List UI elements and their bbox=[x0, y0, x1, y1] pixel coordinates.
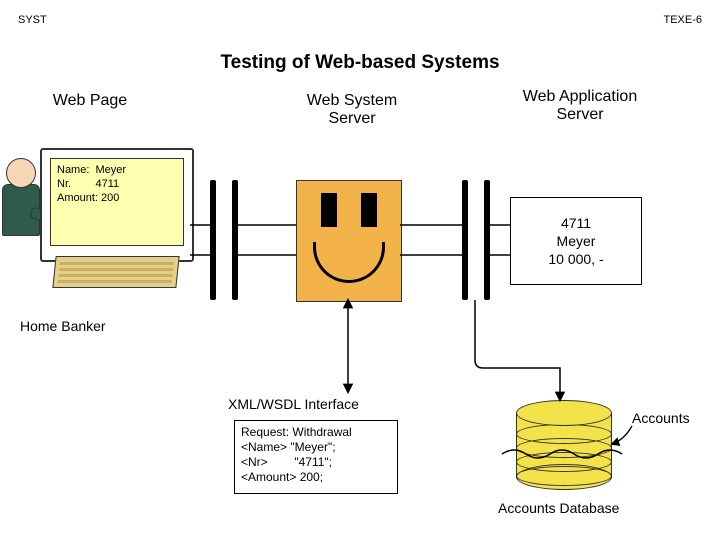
page-title: Testing of Web-based Systems bbox=[0, 52, 720, 74]
bus-bar bbox=[232, 180, 238, 300]
screen-line3: Amount: 200 bbox=[57, 192, 119, 204]
smiley-eye bbox=[321, 193, 337, 227]
request-box: Request: Withdrawal <Name> "Meyer"; <Nr>… bbox=[234, 420, 398, 494]
header-left: SYST bbox=[18, 14, 47, 26]
web-system-server-box bbox=[296, 180, 402, 302]
monitor: Name: Meyer Nr. 4711 Amount: 200 bbox=[40, 148, 194, 262]
label-web-page: Web Page bbox=[30, 92, 150, 110]
bus-bar bbox=[484, 180, 490, 300]
database-cylinder bbox=[516, 400, 612, 490]
header-right: TEXE-6 bbox=[663, 14, 702, 26]
bus-bar bbox=[462, 180, 468, 300]
app-server-data: 4711 Meyer 10 000, - bbox=[510, 197, 642, 285]
label-home-banker: Home Banker bbox=[20, 318, 106, 334]
person-head bbox=[6, 158, 36, 188]
screen-text: Name: Meyer Nr. 4711 Amount: 200 bbox=[57, 163, 126, 205]
smiley-smile bbox=[313, 242, 385, 283]
label-web-app-server: Web Application Server bbox=[490, 88, 670, 124]
screen-line1: Name: Meyer bbox=[57, 164, 126, 176]
monitor-screen: Name: Meyer Nr. 4711 Amount: 200 bbox=[50, 158, 184, 246]
label-web-system-server: Web System Server bbox=[272, 92, 432, 128]
keyboard bbox=[52, 256, 179, 288]
bus-bar bbox=[210, 180, 216, 300]
screen-line2: Nr. 4711 bbox=[57, 178, 119, 190]
smiley-eye bbox=[361, 193, 377, 227]
label-interface: XML/WSDL Interface bbox=[228, 396, 359, 412]
label-accounts-db: Accounts Database bbox=[498, 500, 619, 516]
label-accounts: Accounts bbox=[632, 410, 690, 426]
diagram-canvas: SYST TEXE-6 Testing of Web-based Systems… bbox=[0, 0, 720, 540]
